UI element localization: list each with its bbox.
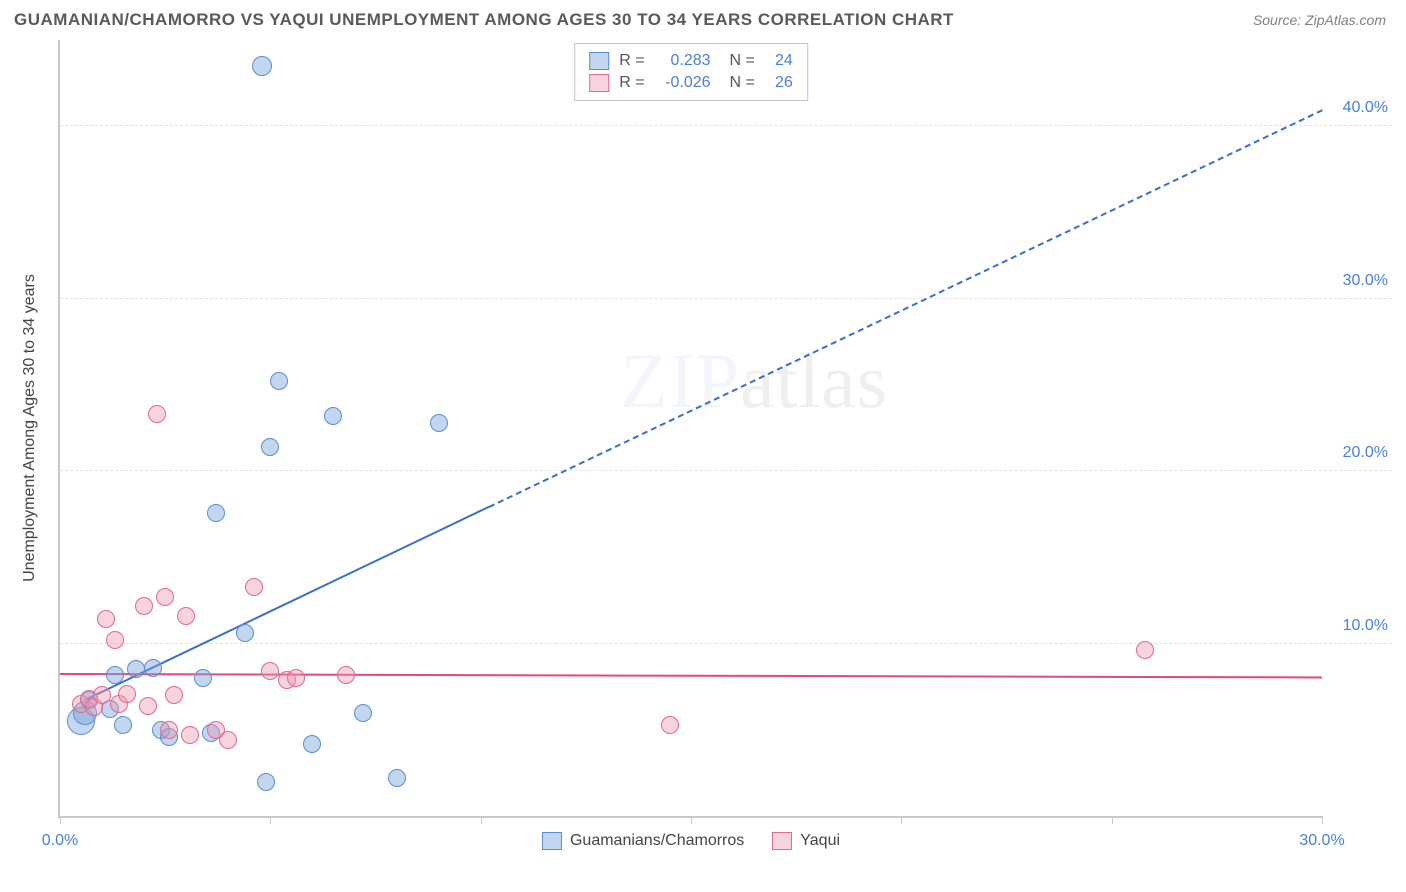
gridline [60, 470, 1392, 471]
legend-swatch-yaqui [772, 832, 792, 850]
data-point-guamanians [270, 372, 288, 390]
y-axis-label: Unemployment Among Ages 30 to 34 years [21, 274, 39, 582]
data-point-guamanians [236, 624, 254, 642]
data-point-yaqui [118, 685, 136, 703]
data-point-yaqui [245, 578, 263, 596]
legend-item-guamanians: Guamanians/Chamorros [542, 832, 744, 850]
x-tick [1112, 816, 1113, 824]
legend-label: Yaqui [800, 832, 840, 850]
x-tick [1322, 816, 1323, 824]
data-point-yaqui [106, 631, 124, 649]
data-point-guamanians [127, 660, 145, 678]
data-point-yaqui [135, 597, 153, 615]
x-tick [901, 816, 902, 824]
y-tick-label: 10.0% [1343, 617, 1388, 635]
swatch-yaqui [589, 74, 609, 92]
data-point-guamanians [207, 504, 225, 522]
swatch-guamanians [589, 52, 609, 70]
data-point-yaqui [165, 686, 183, 704]
chart-title: GUAMANIAN/CHAMORRO VS YAQUI UNEMPLOYMENT… [14, 10, 954, 30]
data-point-guamanians [354, 704, 372, 722]
r-value-2: -0.026 [655, 74, 711, 92]
data-point-yaqui [1136, 641, 1154, 659]
r-value-1: 0.283 [655, 52, 711, 70]
data-point-yaqui [337, 666, 355, 684]
data-point-guamanians [430, 414, 448, 432]
data-point-guamanians [324, 407, 342, 425]
x-tick [60, 816, 61, 824]
x-tick [691, 816, 692, 824]
data-point-guamanians [261, 438, 279, 456]
trend-line-extrapolated [489, 109, 1323, 507]
r-label: R = [619, 52, 644, 70]
legend-item-yaqui: Yaqui [772, 832, 840, 850]
legend-swatch-guamanians [542, 832, 562, 850]
data-point-yaqui [97, 610, 115, 628]
stats-row-series-2: R = -0.026 N = 26 [589, 72, 793, 94]
series-legend: Guamanians/Chamorros Yaqui [542, 832, 840, 850]
data-point-guamanians [388, 769, 406, 787]
data-point-yaqui [93, 686, 111, 704]
data-point-yaqui [148, 405, 166, 423]
data-point-guamanians [303, 735, 321, 753]
n-value-1: 24 [765, 52, 793, 70]
data-point-yaqui [181, 726, 199, 744]
gridline [60, 643, 1392, 644]
gridline [60, 298, 1392, 299]
y-tick-label: 20.0% [1343, 444, 1388, 462]
n-label: N = [721, 52, 755, 70]
data-point-yaqui [661, 716, 679, 734]
data-point-yaqui [156, 588, 174, 606]
r-label: R = [619, 74, 644, 92]
x-tick [270, 816, 271, 824]
data-point-yaqui [287, 669, 305, 687]
x-tick [481, 816, 482, 824]
x-tick-label: 30.0% [1299, 832, 1344, 850]
n-label: N = [721, 74, 755, 92]
data-point-yaqui [160, 721, 178, 739]
correlation-stats-box: R = 0.283 N = 24 R = -0.026 N = 26 [574, 43, 808, 101]
data-point-guamanians [252, 56, 272, 76]
data-point-yaqui [177, 607, 195, 625]
legend-label: Guamanians/Chamorros [570, 832, 744, 850]
y-tick-label: 40.0% [1343, 99, 1388, 117]
data-point-guamanians [194, 669, 212, 687]
data-point-yaqui [261, 662, 279, 680]
data-point-guamanians [106, 666, 124, 684]
gridline [60, 125, 1392, 126]
n-value-2: 26 [765, 74, 793, 92]
data-point-guamanians [114, 716, 132, 734]
source-attribution: Source: ZipAtlas.com [1253, 12, 1386, 28]
x-tick-label: 0.0% [42, 832, 78, 850]
data-point-yaqui [139, 697, 157, 715]
data-point-yaqui [219, 731, 237, 749]
data-point-guamanians [257, 773, 275, 791]
stats-row-series-1: R = 0.283 N = 24 [589, 50, 793, 72]
plot-area: Unemployment Among Ages 30 to 34 years R… [58, 40, 1322, 818]
data-point-guamanians [144, 659, 162, 677]
trend-line [60, 673, 1322, 679]
y-tick-label: 30.0% [1343, 272, 1388, 290]
chart-container: Unemployment Among Ages 30 to 34 years R… [14, 40, 1392, 878]
